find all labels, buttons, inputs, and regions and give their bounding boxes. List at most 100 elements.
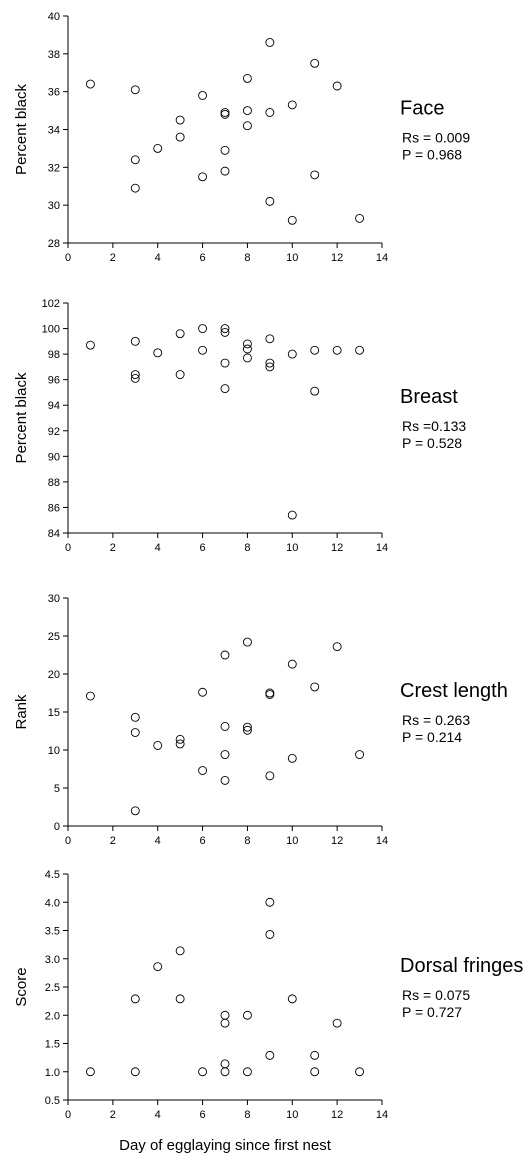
- x-tick-label: 8: [244, 835, 250, 847]
- data-point: [242, 344, 252, 354]
- data-point: [287, 349, 297, 359]
- data-point: [242, 725, 252, 735]
- data-point: [242, 339, 252, 349]
- stat-text: Rs =0.133: [402, 418, 466, 434]
- x-tick-label: 10: [286, 252, 298, 264]
- data-point: [242, 637, 252, 647]
- data-point: [310, 58, 320, 68]
- data-point: [242, 722, 252, 732]
- y-tick-label: 0: [54, 821, 60, 833]
- x-tick-label: 10: [286, 835, 298, 847]
- data-point: [287, 510, 297, 520]
- data-point: [85, 1067, 95, 1077]
- data-point: [198, 766, 208, 775]
- data-point: [242, 1010, 252, 1020]
- data-point: [287, 659, 297, 669]
- y-tick-label: 3.0: [45, 954, 60, 966]
- y-tick-label: 40: [48, 11, 60, 23]
- y-tick-label: 0.5: [45, 1095, 60, 1107]
- y-tick-label: 30: [48, 200, 60, 212]
- y-tick-label: 100: [42, 324, 60, 336]
- x-tick-label: 14: [376, 542, 388, 554]
- data-point: [130, 373, 140, 383]
- data-point: [153, 143, 163, 153]
- y-axis-label: Percent black: [13, 372, 30, 463]
- data-point: [130, 712, 140, 722]
- y-tick-label: 90: [48, 451, 60, 463]
- data-point: [242, 1067, 252, 1077]
- data-point: [265, 362, 275, 372]
- data-point: [355, 1067, 365, 1077]
- x-tick-label: 12: [331, 542, 343, 554]
- x-tick-label: 14: [376, 835, 388, 847]
- y-tick-label: 38: [48, 49, 60, 61]
- data-point: [198, 172, 208, 182]
- data-point: [265, 334, 275, 344]
- data-point: [220, 358, 230, 368]
- data-point: [175, 946, 185, 956]
- x-tick-label: 6: [200, 252, 206, 264]
- x-tick-label: 0: [65, 252, 71, 264]
- y-tick-label: 84: [48, 528, 60, 540]
- y-tick-label: 2.0: [45, 1010, 60, 1022]
- data-point: [153, 348, 163, 358]
- data-point: [355, 213, 365, 223]
- y-tick-label: 4.0: [45, 897, 60, 909]
- data-point: [265, 930, 275, 939]
- y-tick-label: 34: [48, 125, 60, 137]
- data-point: [332, 1018, 342, 1028]
- data-point: [175, 329, 185, 339]
- data-point: [130, 85, 140, 95]
- data-point: [242, 353, 252, 363]
- data-point: [220, 1067, 230, 1077]
- data-point: [198, 1067, 208, 1077]
- x-tick-label: 14: [376, 252, 388, 264]
- panel-title: Face: [400, 98, 444, 120]
- y-tick-label: 94: [48, 400, 60, 412]
- x-tick-label: 14: [376, 1109, 388, 1121]
- y-tick-label: 102: [42, 298, 60, 310]
- x-tick-label: 2: [110, 252, 116, 264]
- data-point: [130, 728, 140, 737]
- data-point: [310, 1050, 320, 1060]
- data-point: [130, 370, 140, 380]
- x-tick-label: 4: [155, 542, 161, 554]
- x-tick-label: 4: [155, 252, 161, 264]
- data-point: [220, 650, 230, 660]
- data-point: [242, 106, 252, 116]
- stat-text: Rs = 0.075: [402, 987, 470, 1003]
- data-point: [332, 642, 342, 652]
- data-point: [175, 739, 185, 749]
- data-point: [130, 183, 140, 193]
- y-tick-label: 30: [48, 593, 60, 605]
- y-tick-label: 10: [48, 745, 60, 757]
- data-point: [130, 336, 140, 346]
- panel-title: Crest length: [400, 680, 508, 702]
- x-tick-label: 0: [65, 542, 71, 554]
- data-point: [287, 994, 297, 1004]
- data-point: [220, 324, 230, 334]
- data-point: [310, 170, 320, 180]
- x-tick-label: 0: [65, 1109, 71, 1121]
- stat-text: P = 0.727: [402, 1004, 462, 1020]
- x-tick-label: 10: [286, 542, 298, 554]
- x-tick-label: 2: [110, 1109, 116, 1121]
- data-point: [310, 682, 320, 692]
- y-tick-label: 20: [48, 669, 60, 681]
- y-tick-label: 1.0: [45, 1067, 60, 1079]
- panel-3: 0.5 1.0 1.5 2.0 2.5 3.0 3.5 4.0 4.5 0 2 4 6 8 10 12 14 Sc…: [13, 869, 523, 1154]
- data-point: [130, 1067, 140, 1077]
- x-axis-label: Day of egglaying since first nest: [119, 1137, 332, 1154]
- data-point: [287, 215, 297, 225]
- x-tick-label: 6: [200, 542, 206, 554]
- data-point: [220, 750, 230, 760]
- data-point: [175, 132, 185, 142]
- data-point: [130, 806, 140, 816]
- data-point: [265, 108, 275, 117]
- panel-1: 84 86 88 90 92 94 96 98 100 102 0 2 4 6 8 10 12 14 Percent…: [13, 298, 466, 554]
- x-tick-label: 8: [244, 1109, 250, 1121]
- y-tick-label: 4.5: [45, 869, 60, 881]
- data-point: [265, 771, 275, 781]
- data-point: [198, 687, 208, 697]
- y-tick-label: 98: [48, 349, 60, 361]
